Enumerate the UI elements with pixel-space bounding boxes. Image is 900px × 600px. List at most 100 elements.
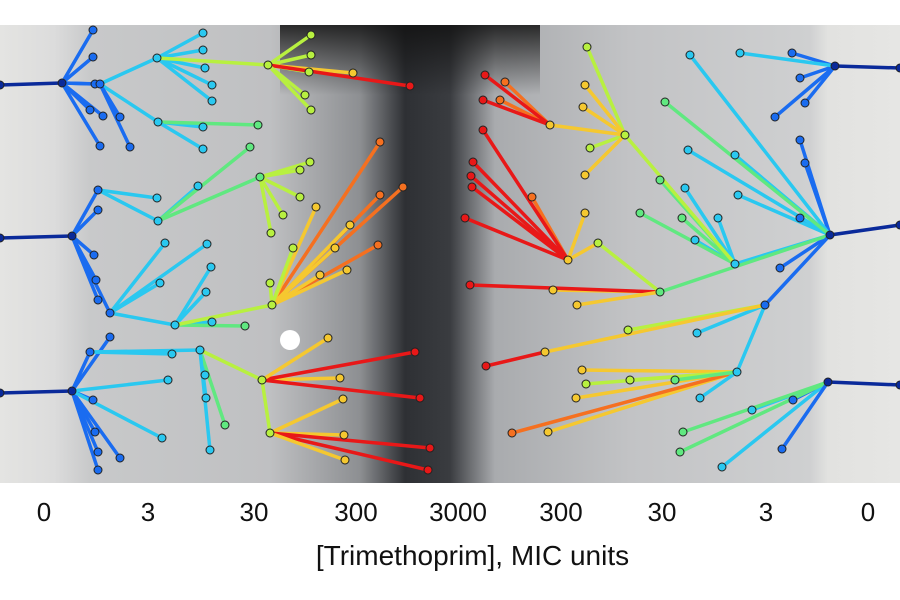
lineage-node bbox=[152, 53, 162, 63]
lineage-node bbox=[91, 275, 101, 285]
lineage-branch bbox=[736, 193, 832, 237]
lineage-node bbox=[338, 394, 348, 404]
lineage-node bbox=[348, 68, 358, 78]
lineage-branch bbox=[658, 233, 832, 294]
lineage-branch bbox=[98, 56, 159, 86]
x-tick-label: 0 bbox=[860, 497, 876, 527]
lineage-node bbox=[201, 393, 211, 403]
lineage-branch bbox=[270, 246, 295, 307]
lineage-branch bbox=[173, 290, 208, 327]
lineage-node bbox=[167, 349, 177, 359]
lineage-node bbox=[730, 150, 740, 160]
lineage-node bbox=[207, 80, 217, 90]
lineage-node bbox=[163, 375, 173, 385]
lineage-branch bbox=[481, 98, 552, 127]
lineage-node bbox=[240, 321, 250, 331]
lineage-node bbox=[206, 262, 216, 272]
lineage-node bbox=[311, 202, 321, 212]
lineage-node bbox=[205, 445, 215, 455]
lineage-node bbox=[115, 453, 125, 463]
lineage-node bbox=[93, 465, 103, 475]
lineage-node bbox=[581, 379, 591, 389]
lineage-branch bbox=[463, 216, 570, 262]
lineage-node bbox=[85, 105, 95, 115]
lineage-node bbox=[800, 158, 810, 168]
lineage-node bbox=[306, 50, 316, 60]
lineage-node bbox=[339, 430, 349, 440]
lineage-branch bbox=[60, 28, 95, 85]
lineage-node bbox=[0, 80, 5, 90]
lineage-branch bbox=[60, 81, 92, 112]
lineage-branch bbox=[673, 370, 739, 382]
lineage-node bbox=[507, 428, 517, 438]
lineage-node bbox=[582, 42, 592, 52]
lineage-node bbox=[375, 190, 385, 200]
lineage-node bbox=[85, 347, 95, 357]
lineage-node bbox=[675, 447, 685, 457]
lineage-node bbox=[67, 231, 77, 241]
lineage-branch bbox=[173, 303, 274, 327]
lineage-node bbox=[787, 48, 797, 58]
lineage-branch bbox=[826, 380, 900, 387]
lineage-node bbox=[655, 175, 665, 185]
lineage-node bbox=[157, 433, 167, 443]
lineage-node bbox=[155, 278, 165, 288]
lineage-branch bbox=[583, 133, 627, 177]
lineage-node bbox=[481, 361, 491, 371]
x-tick-label: 30 bbox=[647, 497, 677, 527]
lineage-node bbox=[265, 428, 275, 438]
lineage-node bbox=[692, 328, 702, 338]
lineage-node bbox=[193, 181, 203, 191]
lineage-node bbox=[685, 50, 695, 60]
lineage-node bbox=[795, 73, 805, 83]
lineage-node bbox=[717, 462, 727, 472]
x-tick-label: 3 bbox=[758, 497, 774, 527]
lineage-branch bbox=[108, 281, 162, 315]
lineage-branch bbox=[270, 246, 337, 307]
lineage-branch bbox=[778, 233, 832, 270]
lineage-branch bbox=[735, 303, 767, 374]
lineage-node bbox=[620, 130, 630, 140]
lineage-branch bbox=[266, 53, 313, 67]
lineage-branch bbox=[270, 140, 382, 307]
lineage-node bbox=[777, 444, 787, 454]
lineage-node bbox=[823, 377, 833, 387]
x-tick-label: 300 bbox=[334, 497, 378, 527]
lineage-branch bbox=[681, 380, 830, 434]
lineage-node bbox=[278, 210, 288, 220]
lineage-node bbox=[89, 250, 99, 260]
lineage-node bbox=[257, 375, 267, 385]
lineage-node bbox=[695, 393, 705, 403]
lineage-node bbox=[830, 61, 840, 71]
x-tick-label: 30 bbox=[239, 497, 269, 527]
lineage-node bbox=[315, 270, 325, 280]
lineage-node bbox=[266, 228, 276, 238]
lineage-node bbox=[670, 375, 680, 385]
bubble bbox=[280, 330, 300, 350]
lineage-node bbox=[713, 213, 723, 223]
lineage-node bbox=[267, 300, 277, 310]
lineage-node bbox=[125, 142, 135, 152]
lineage-node bbox=[295, 165, 305, 175]
lineage-node bbox=[198, 45, 208, 55]
lineage-node bbox=[635, 208, 645, 218]
lineage-branch bbox=[258, 175, 302, 199]
lineage-node bbox=[88, 52, 98, 62]
lineage-branch bbox=[173, 265, 213, 327]
lineage-node bbox=[800, 98, 810, 108]
lineage-node bbox=[255, 172, 265, 182]
lineage-node bbox=[465, 280, 475, 290]
lineage-branch bbox=[258, 175, 273, 235]
lineage-branch bbox=[88, 348, 202, 354]
lineage-branch bbox=[470, 185, 570, 262]
lineage-node bbox=[93, 295, 103, 305]
lineage-node bbox=[580, 80, 590, 90]
lineage-node bbox=[733, 190, 743, 200]
lineage-branch bbox=[678, 380, 830, 454]
lineage-node bbox=[580, 208, 590, 218]
lineage-branch bbox=[268, 431, 430, 472]
lineage-branch bbox=[780, 380, 830, 451]
lineage-node bbox=[115, 112, 125, 122]
lineage-node bbox=[306, 105, 316, 115]
lineage-node bbox=[323, 333, 333, 343]
